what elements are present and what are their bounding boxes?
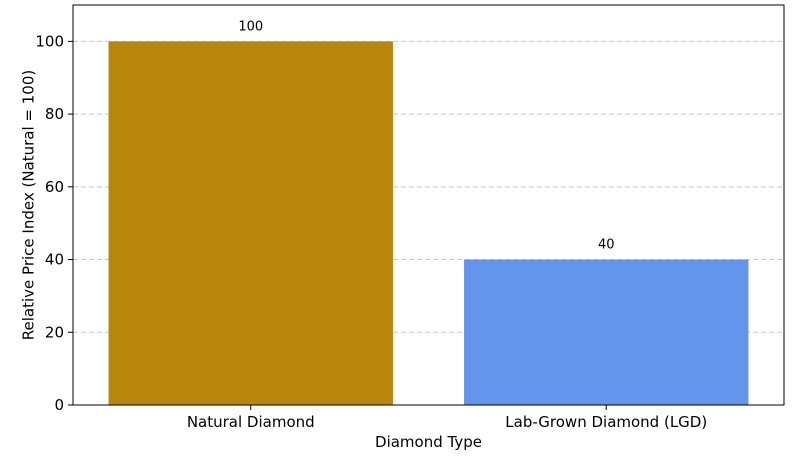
y-tick-label: 40 (45, 251, 64, 269)
data-label: 100 (238, 19, 263, 34)
data-labels: 100 40 (238, 19, 614, 252)
y-tick-label: 100 (35, 32, 64, 50)
y-tick-label: 60 (45, 178, 64, 196)
x-axis-ticks: Natural Diamond Lab-Grown Diamond (LGD) (187, 405, 707, 431)
bar-lab-grown-diamond (464, 259, 749, 405)
y-axis-ticks: 0 20 40 60 80 100 (35, 32, 73, 414)
bar-natural-diamond (108, 41, 393, 405)
x-tick-label: Lab-Grown Diamond (LGD) (505, 413, 707, 431)
plot-frame (72, 4, 785, 406)
bars (108, 41, 749, 405)
x-tick-label: Natural Diamond (187, 413, 315, 431)
y-tick-label: 80 (45, 105, 64, 123)
y-axis-title: Relative Price Index (Natural = 100) (19, 70, 37, 340)
data-label: 40 (598, 238, 615, 253)
y-tick-label: 0 (54, 396, 64, 414)
y-tick-label: 20 (45, 323, 64, 341)
x-axis-title: Diamond Type (375, 433, 482, 451)
